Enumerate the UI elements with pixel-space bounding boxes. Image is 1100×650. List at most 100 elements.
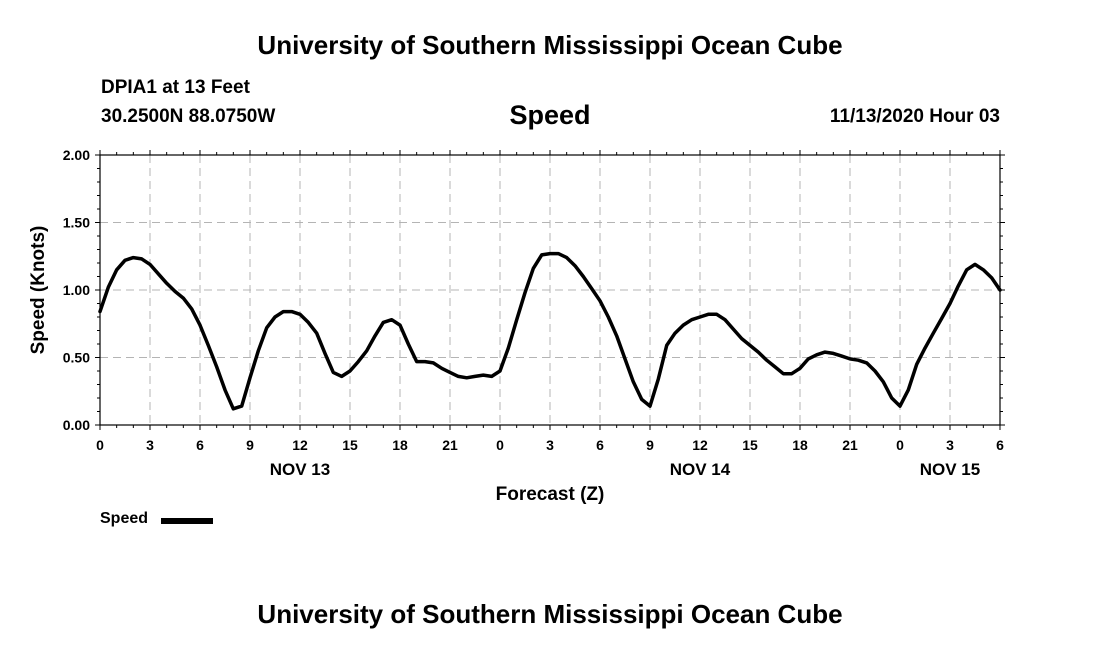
speed-data-point xyxy=(98,310,102,313)
speed-data-point xyxy=(173,290,177,293)
series-layer xyxy=(98,251,1002,411)
speed-data-point xyxy=(898,404,902,408)
x-axis-title: Forecast (Z) xyxy=(496,484,605,505)
speed-data-point xyxy=(473,375,477,378)
speed-data-point xyxy=(107,286,110,289)
speed-data-point xyxy=(307,321,310,324)
speed-data-point xyxy=(373,334,377,338)
speed-data-point xyxy=(323,352,327,355)
speed-data-point xyxy=(940,317,943,320)
speed-data-point xyxy=(815,353,818,356)
speed-data-point xyxy=(590,287,593,290)
speed-data-point xyxy=(907,388,910,392)
speed-data-point xyxy=(257,349,260,352)
speed-data-point xyxy=(298,313,302,316)
x-tick-label: 21 xyxy=(442,437,458,453)
speed-data-point xyxy=(923,346,927,350)
speed-data-point xyxy=(440,367,443,370)
y-tick-label: 0.00 xyxy=(63,417,90,433)
speed-data-point xyxy=(890,396,893,400)
speed-data-point xyxy=(132,256,135,259)
speed-data-point xyxy=(790,372,793,375)
x-tick-label: 9 xyxy=(646,437,654,453)
x-tick-label: 0 xyxy=(96,437,104,453)
x-tick-label: 12 xyxy=(292,437,308,453)
speed-data-point xyxy=(873,369,877,373)
speed-data-point xyxy=(148,263,152,266)
speed-data-point xyxy=(490,375,493,378)
speed-data-point xyxy=(573,264,577,267)
speed-data-point xyxy=(915,363,918,366)
speed-data-point xyxy=(698,315,702,319)
speed-data-point xyxy=(248,376,252,379)
speed-data-point xyxy=(648,404,652,408)
speed-data-point xyxy=(265,326,268,329)
speed-data-point xyxy=(357,360,360,363)
speed-data-point xyxy=(765,359,768,362)
speed-data-point xyxy=(457,375,460,378)
speed-data-point xyxy=(782,372,785,375)
speed-data-point xyxy=(832,352,835,355)
speed-data-point xyxy=(240,404,243,408)
speed-data-point xyxy=(382,321,385,324)
speed-data-point xyxy=(965,268,968,271)
speed-data-point xyxy=(448,371,452,374)
speed-data-point xyxy=(690,318,693,321)
x-tick-label: 0 xyxy=(896,437,904,453)
speed-data-point xyxy=(932,332,935,335)
speed-data-point xyxy=(115,268,118,271)
speed-data-point xyxy=(748,344,752,347)
footer-title: University of Southern Mississippi Ocean… xyxy=(257,599,843,629)
speed-data-point xyxy=(640,398,643,401)
timestamp-label: 11/13/2020 Hour 03 xyxy=(829,106,1000,127)
speed-data-point xyxy=(190,307,193,311)
speed-data-point xyxy=(957,284,960,288)
y-tick-label: 0.50 xyxy=(63,350,90,366)
speed-data-point xyxy=(865,361,868,365)
speed-data-point xyxy=(332,371,335,374)
speed-data-point xyxy=(723,318,727,321)
speed-data-point xyxy=(757,350,760,354)
chart-title: Speed xyxy=(509,100,591,130)
legend-label: Speed xyxy=(100,510,149,527)
speed-data-point xyxy=(557,252,560,255)
speed-data-point xyxy=(290,310,293,313)
y-tick-label: 2.00 xyxy=(63,147,90,163)
speed-data-point xyxy=(415,360,418,363)
speed-data-point xyxy=(798,367,802,370)
date-label: NOV 13 xyxy=(270,460,330,479)
speed-data-point xyxy=(615,334,618,338)
speed-data-point xyxy=(715,313,718,316)
speed-data-point xyxy=(348,369,352,373)
speed-data-point xyxy=(340,375,343,378)
x-tick-label: 6 xyxy=(196,437,204,453)
speed-data-point xyxy=(807,357,810,361)
speed-data-point xyxy=(282,310,285,313)
speed-data-point xyxy=(823,350,827,354)
y-axis-title: Speed (Knots) xyxy=(28,226,49,355)
x-tick-label: 12 xyxy=(692,437,708,453)
x-tick-label: 6 xyxy=(996,437,1004,453)
speed-data-point xyxy=(665,344,668,347)
x-tick-label: 21 xyxy=(842,437,858,453)
speed-data-point xyxy=(165,282,168,285)
speed-data-point xyxy=(207,344,210,347)
coordinates-label: 30.2500N 88.0750W xyxy=(101,106,276,127)
speed-data-point xyxy=(523,291,527,294)
speed-data-point xyxy=(607,315,610,319)
speed-data-point xyxy=(432,361,435,365)
speed-data-point xyxy=(548,252,552,255)
speed-data-point xyxy=(498,369,502,373)
speed-data-point xyxy=(732,327,735,331)
speed-data-point xyxy=(623,357,627,361)
speed-data-point xyxy=(390,318,393,321)
speed-data-point xyxy=(273,315,277,319)
speed-data-point xyxy=(948,302,952,305)
y-tick-label: 1.50 xyxy=(63,215,90,231)
x-tick-label: 18 xyxy=(792,437,808,453)
speed-data-point xyxy=(707,313,710,316)
speed-data-point xyxy=(123,259,127,262)
speed-data-point xyxy=(840,354,843,358)
x-tick-label: 0 xyxy=(496,437,504,453)
